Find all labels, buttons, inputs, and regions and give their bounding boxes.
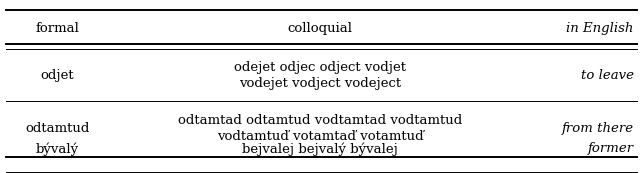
Text: from there: from there [561, 122, 634, 135]
Text: odjet: odjet [41, 69, 74, 82]
Text: former: former [588, 142, 634, 155]
Text: odtamtud: odtamtud [26, 122, 90, 135]
Text: bývalý: bývalý [36, 142, 79, 156]
Text: in English: in English [566, 22, 634, 35]
Text: colloquial: colloquial [287, 22, 353, 35]
Text: bejvalej bejvalý bývalej: bejvalej bejvalý bývalej [242, 142, 398, 156]
Text: odtamtad odtamtud vodtamtad vodtamtud
vodtamtuď votamtaď votamtuď: odtamtad odtamtud vodtamtad vodtamtud vo… [178, 114, 462, 143]
Text: odejet odjec odject vodjet
vodejet vodject vodeject: odejet odjec odject vodjet vodejet vodje… [234, 61, 406, 90]
Text: formal: formal [36, 22, 79, 35]
Text: to leave: to leave [580, 69, 634, 82]
